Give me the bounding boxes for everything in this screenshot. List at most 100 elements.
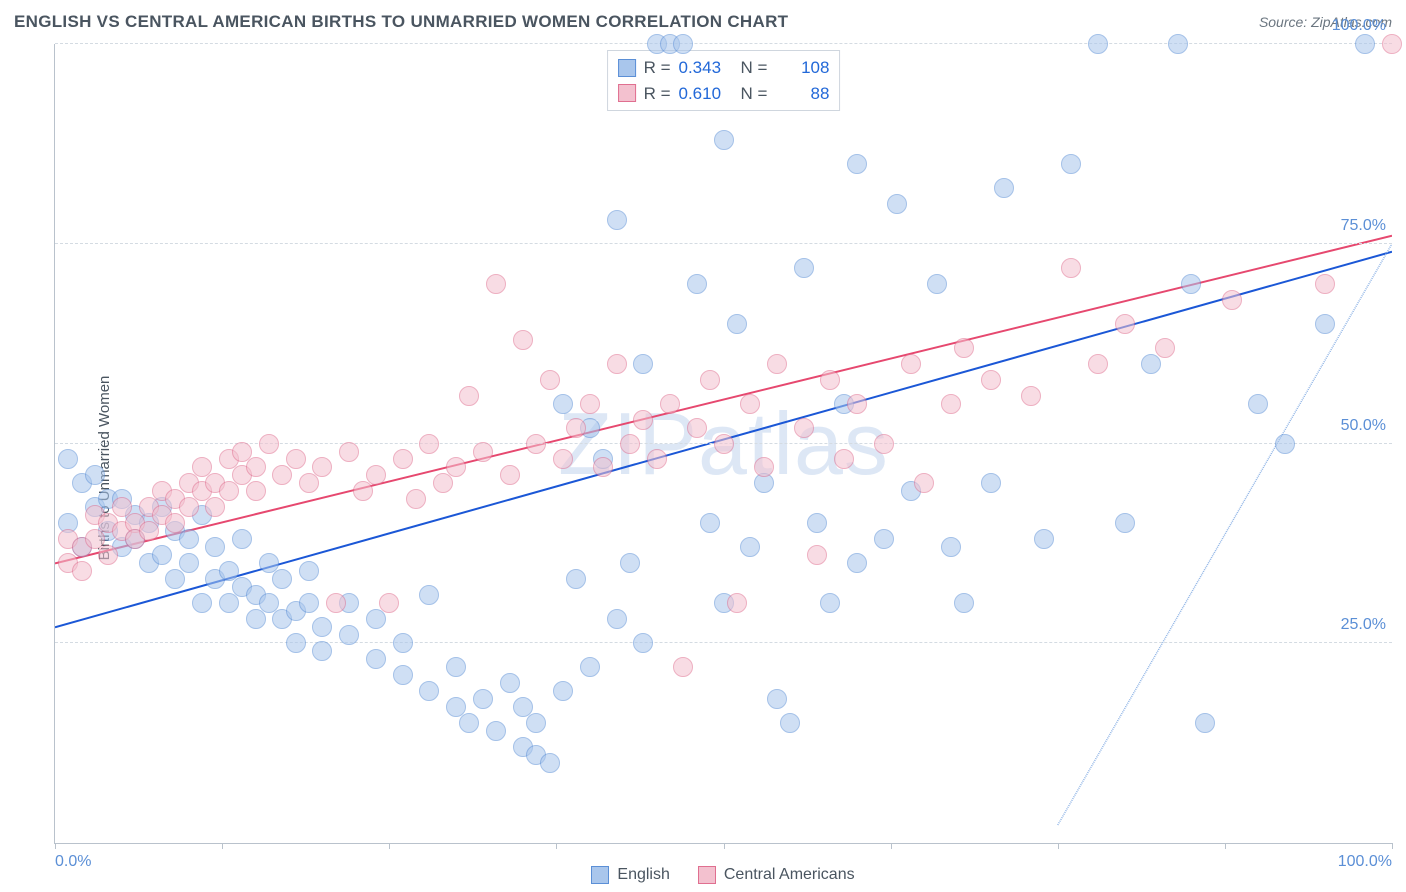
english-point [1315, 314, 1335, 334]
english-point [500, 673, 520, 693]
legend-label: English [617, 866, 669, 884]
central_americans-point [714, 434, 734, 454]
english-point [847, 553, 867, 573]
english-point [419, 681, 439, 701]
central_americans-point [807, 545, 827, 565]
x-tick [1058, 843, 1059, 849]
legend-stat-row-english: R =0.343N =108 [618, 55, 830, 81]
english-point [339, 625, 359, 645]
central_americans-point [246, 481, 266, 501]
plot-area: ZIPatlas R =0.343N =108R =0.610N =88 25.… [54, 44, 1392, 844]
english-point [1034, 529, 1054, 549]
english-point [620, 553, 640, 573]
english-point [1115, 513, 1135, 533]
english-point [700, 513, 720, 533]
central_americans-point [72, 561, 92, 581]
english-point [299, 561, 319, 581]
english-point [232, 529, 252, 549]
english-trendline-dash [1058, 244, 1392, 825]
central_americans-point [393, 449, 413, 469]
english-point [807, 513, 827, 533]
central_americans-point [954, 338, 974, 358]
legend-item-central_americans: Central Americans [698, 866, 855, 884]
english-point [553, 394, 573, 414]
x-tick [222, 843, 223, 849]
n-value: 88 [775, 81, 829, 107]
english-point [767, 689, 787, 709]
central_americans-point [1088, 354, 1108, 374]
y-tick-label: 25.0% [1341, 616, 1386, 634]
english-point [459, 713, 479, 733]
english-point [847, 154, 867, 174]
central_americans-point [98, 545, 118, 565]
central_americans-point [767, 354, 787, 374]
central_americans-point [353, 481, 373, 501]
x-tick [1225, 843, 1226, 849]
central_americans-point [299, 473, 319, 493]
english-point [179, 529, 199, 549]
r-value: 0.610 [679, 81, 733, 107]
english-point [633, 633, 653, 653]
central_americans-point [366, 465, 386, 485]
english-point [954, 593, 974, 613]
central_americans-point [513, 330, 533, 350]
central_americans-point [1222, 290, 1242, 310]
central_americans-point [660, 394, 680, 414]
central_americans-point [647, 449, 667, 469]
central_americans-point [406, 489, 426, 509]
central_americans-point [754, 457, 774, 477]
english-point [941, 537, 961, 557]
central_americans-swatch-icon [698, 866, 716, 884]
gridline [55, 642, 1392, 643]
english-point [152, 545, 172, 565]
central_americans-point [326, 593, 346, 613]
english-point [1141, 354, 1161, 374]
central_americans-point [673, 657, 693, 677]
english-point [607, 210, 627, 230]
english-point [366, 609, 386, 629]
central_americans-point [820, 370, 840, 390]
central_americans-point [794, 418, 814, 438]
x-tick [724, 843, 725, 849]
central_americans-point [914, 473, 934, 493]
central_americans-point [740, 394, 760, 414]
english-point [85, 465, 105, 485]
english-point [179, 553, 199, 573]
central_americans-point [1382, 34, 1402, 54]
central_americans-point [633, 410, 653, 430]
english-point [1061, 154, 1081, 174]
central_americans-point [553, 449, 573, 469]
central_americans-point [834, 449, 854, 469]
english-point [566, 569, 586, 589]
central_americans-point [419, 434, 439, 454]
central_americans-point [205, 497, 225, 517]
x-tick [389, 843, 390, 849]
english-point [887, 194, 907, 214]
english-point [219, 593, 239, 613]
english-point [286, 633, 306, 653]
n-label: N = [741, 55, 768, 81]
x-tick [55, 843, 56, 849]
central_americans-point [580, 394, 600, 414]
english-point [687, 274, 707, 294]
english-point [633, 354, 653, 374]
legend-item-english: English [591, 866, 669, 884]
english-point [727, 314, 747, 334]
central_americans-swatch-icon [618, 84, 636, 102]
english-point [607, 609, 627, 629]
central_americans-point [1155, 338, 1175, 358]
english-point [473, 689, 493, 709]
english-point [820, 593, 840, 613]
english-point [419, 585, 439, 605]
stats-legend-box: R =0.343N =108R =0.610N =88 [607, 50, 841, 111]
english-point [393, 665, 413, 685]
x-tick [891, 843, 892, 849]
central_americans-point [473, 442, 493, 462]
central_americans-point [272, 465, 292, 485]
english-point [272, 569, 292, 589]
central_americans-point [593, 457, 613, 477]
english-point [165, 569, 185, 589]
central_americans-point [727, 593, 747, 613]
gridline [55, 43, 1392, 44]
central_americans-point [246, 457, 266, 477]
